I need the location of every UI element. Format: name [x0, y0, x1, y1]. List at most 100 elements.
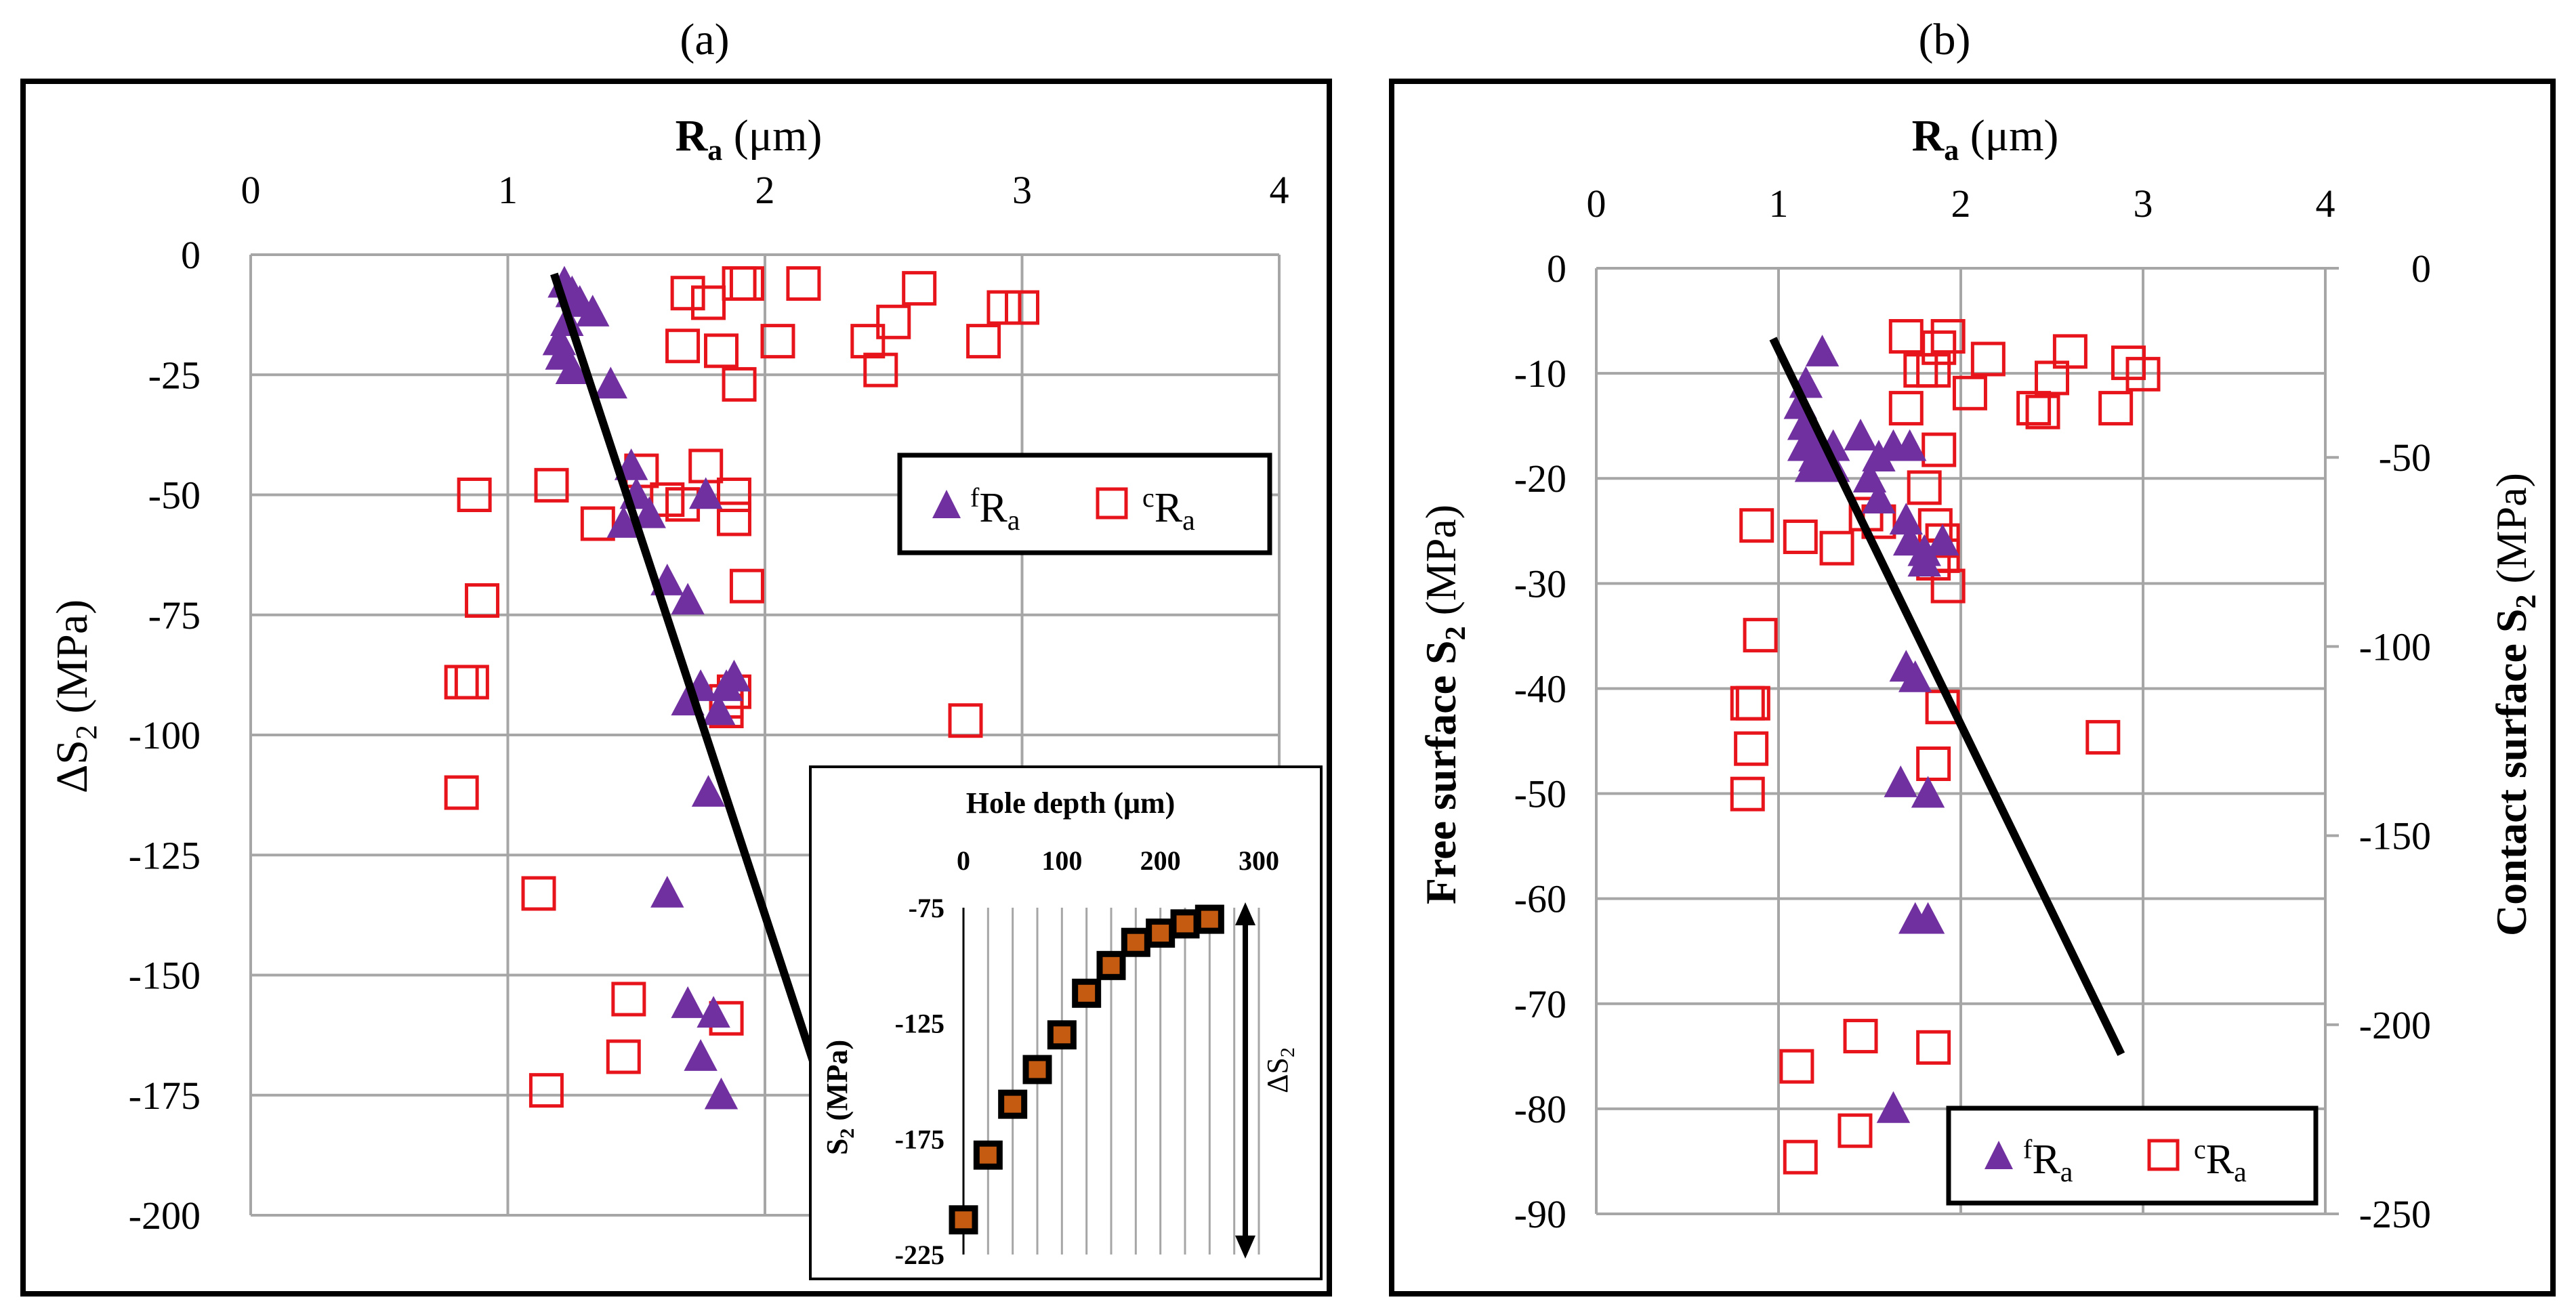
panel-a-point-fRa [689, 477, 723, 509]
panel-a-points [444, 266, 1039, 1110]
panel-b-y-tick-left: 0 [1547, 247, 1566, 291]
panel-b-point-cRa [2098, 391, 2134, 426]
panel-a-point-cRa [850, 324, 886, 359]
panel-a-point-cRa [863, 352, 898, 387]
panel-a-point-fRa [576, 295, 610, 326]
panel-b-y-tick-left: -30 [1514, 562, 1566, 606]
panel-b-y-tick-right: -250 [2359, 1192, 2431, 1236]
panel-b-point-cRa [1888, 391, 1924, 426]
panel-b-y-tick-left: -60 [1514, 877, 1566, 921]
panel-b-y-tick-left: -20 [1514, 457, 1566, 501]
panel-a-legend-box [897, 452, 1272, 555]
panel-a-legend-label-f: fRa [970, 482, 1020, 536]
panel-a-point-cRa [611, 982, 646, 1017]
panel-b-point-fRa [1862, 482, 1896, 514]
panel-a-y-tick: -50 [148, 473, 201, 518]
inset-point [1194, 904, 1224, 934]
inset-y-tick: -225 [895, 1240, 944, 1270]
panel-b-point-cRa [1843, 1019, 1878, 1054]
panel-b-y-tick-left: -70 [1514, 982, 1566, 1026]
panel-b-y-title-right: Contact surface S2 (MPa) [2487, 473, 2542, 936]
panel-b-y-tick-right: -200 [2359, 1003, 2431, 1047]
panel-b-point-fRa [1911, 776, 1945, 808]
panel-b-point-cRa [1916, 746, 1951, 782]
panel-a-point-fRa [697, 996, 730, 1028]
panel-b-point-cRa [1921, 432, 1957, 467]
panel-b-x-tick: 1 [1769, 182, 1789, 226]
panel-a-point-fRa [594, 366, 627, 399]
panel-b-point-cRa [1783, 1139, 1818, 1175]
panel-a-y-tick: -125 [129, 833, 201, 877]
panel-a-point-cRa [902, 271, 937, 306]
panel-a-point-cRa [457, 478, 492, 512]
panel-b-x-tick: 3 [2134, 182, 2153, 226]
panel-b-point-fRa [1889, 503, 1923, 535]
inset-x-ticks: 0 100 200 300 [957, 845, 1279, 876]
panel-a-point-fRa [684, 1039, 718, 1071]
panel-b-point-cRa [2125, 356, 2161, 392]
inset-point [1146, 919, 1176, 948]
panel-a-point-cRa [444, 775, 479, 810]
panel-a-x-ticks: 0 1 2 3 4 [241, 168, 1289, 212]
panel-a-point-cRa [716, 478, 751, 512]
panel-a-point-cRa [729, 568, 764, 604]
panel-b-point-fRa [1805, 335, 1840, 366]
panel-b-point-fRa [1926, 524, 1959, 556]
panel-b-x-tick: 2 [1951, 182, 1971, 226]
panel-b-point-cRa [1930, 319, 1966, 354]
panel-a-point-fRa [671, 986, 705, 1018]
panel-a: (a) Ra (μm) 0 1 2 3 4 0 -25 -50 -75 -100 -125 -150… [20, 15, 1332, 1297]
panel-a-point-cRa [454, 665, 489, 700]
panel-a-point-cRa [986, 290, 1022, 325]
inset-point [1072, 978, 1102, 1008]
panel-a-y-title: ΔS2 (MPa) [47, 599, 103, 793]
panel-b-point-cRa [2085, 719, 2121, 755]
panel-a-point-cRa [465, 583, 500, 618]
panel-a-legend-square [1096, 487, 1128, 520]
panel-b-y-tick-right: -150 [2359, 814, 2431, 858]
panel-a-point-cRa [703, 333, 739, 368]
panel-b-point-cRa [1783, 519, 1818, 554]
panel-a-y-ticks: 0 -25 -50 -75 -100 -125 -150 -175 -200 [129, 233, 201, 1238]
panel-b-x-ticks: 0 1 2 3 4 [1587, 182, 2335, 226]
inset-point [949, 1205, 978, 1235]
panel-b-y-title-left: Free surface S2 (MPa) [1417, 505, 1472, 904]
panel-b-point-cRa [1734, 731, 1769, 766]
inset-points [949, 904, 1224, 1235]
panel-b: (b) Ra (μm) 0 1 2 3 4 0 -10 -20 -30 -40 -50 -60 -70… [1389, 15, 2556, 1297]
panel-b-point-cRa [1952, 375, 1987, 410]
panel-a-point-fRa [606, 506, 640, 538]
panel-a-legend: fRa cRa [897, 452, 1272, 555]
panel-b-legend-label-c: cRa [2194, 1134, 2247, 1188]
panel-b-label: (b) [1919, 15, 1971, 64]
panel-a-point-fRa [650, 875, 684, 908]
panel-a-legend-label-c: cRa [1142, 482, 1195, 536]
panel-b-point-cRa [2052, 334, 2087, 369]
panel-a-point-fRa [701, 693, 736, 725]
panel-b-point-cRa [1970, 341, 2006, 377]
panel-a-point-cRa [716, 501, 751, 536]
inset-delta-label: ΔS2 [1261, 1047, 1299, 1093]
panel-b-x-tick: 0 [1587, 182, 1606, 226]
panel-a-y-tick: 0 [181, 233, 201, 277]
panel-a-point-cRa [665, 329, 701, 364]
panel-b-point-fRa [1884, 765, 1917, 797]
panel-b-point-fRa [1892, 429, 1927, 461]
panel-a-point-fRa [717, 659, 751, 692]
panel-a-label: (a) [680, 15, 729, 64]
panel-a-point-cRa [729, 266, 764, 301]
inset-point [1121, 927, 1150, 957]
inset-point [1022, 1055, 1052, 1084]
panel-a-point-fRa [555, 352, 589, 384]
panel-b-point-cRa [1739, 508, 1774, 543]
panel-b-point-fRa [1844, 419, 1877, 450]
panel-a-x-tick: 0 [241, 168, 261, 212]
panel-b-point-cRa [1779, 1049, 1814, 1084]
panel-b-legend-square [2147, 1139, 2180, 1171]
inset: Hole depth (μm) 0 100 200 300 -75 -125 -175 -2… [809, 765, 1323, 1280]
panel-b-point-fRa [1898, 660, 1932, 692]
panel-a-point-cRa [1005, 290, 1039, 325]
inset-point [998, 1089, 1028, 1119]
inset-x-title: Hole depth (μm) [966, 786, 1175, 820]
